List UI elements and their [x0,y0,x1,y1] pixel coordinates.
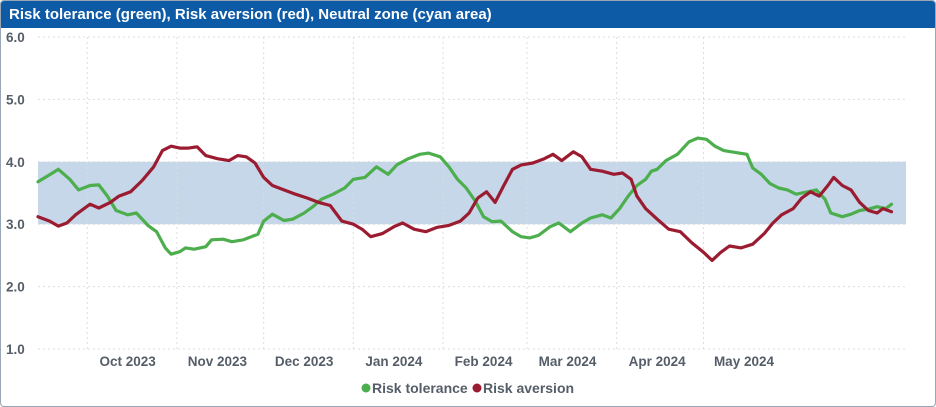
x-tick-label: Mar 2024 [539,354,597,369]
y-tick-label: 2.0 [6,280,25,295]
x-tick-label: Feb 2024 [455,354,513,369]
y-tick-label: 5.0 [6,92,25,107]
chart-title: Risk tolerance (green), Risk aversion (r… [1,1,935,28]
x-tick-label: May 2024 [714,354,775,369]
x-tick-label: Apr 2024 [629,354,687,369]
x-tick-label: Dec 2023 [275,354,334,369]
x-tick-label: Oct 2023 [100,354,157,369]
neutral-zone-band [38,161,906,225]
x-tick-label: Nov 2023 [188,354,248,369]
y-tick-label: 4.0 [6,155,25,170]
legend-marker-risk-aversion [472,383,482,393]
legend-label-risk-tolerance: Risk tolerance [372,380,468,396]
y-tick-label: 6.0 [6,30,25,45]
y-tick-label: 3.0 [6,217,25,232]
series-line-risk-tolerance [36,136,894,256]
legend-label-risk-aversion: Risk aversion [483,380,574,396]
x-tick-label: Jan 2024 [365,354,423,369]
y-tick-label: 1.0 [6,342,25,357]
legend-marker-risk-tolerance [361,383,371,393]
series-line-risk-aversion [36,144,894,262]
